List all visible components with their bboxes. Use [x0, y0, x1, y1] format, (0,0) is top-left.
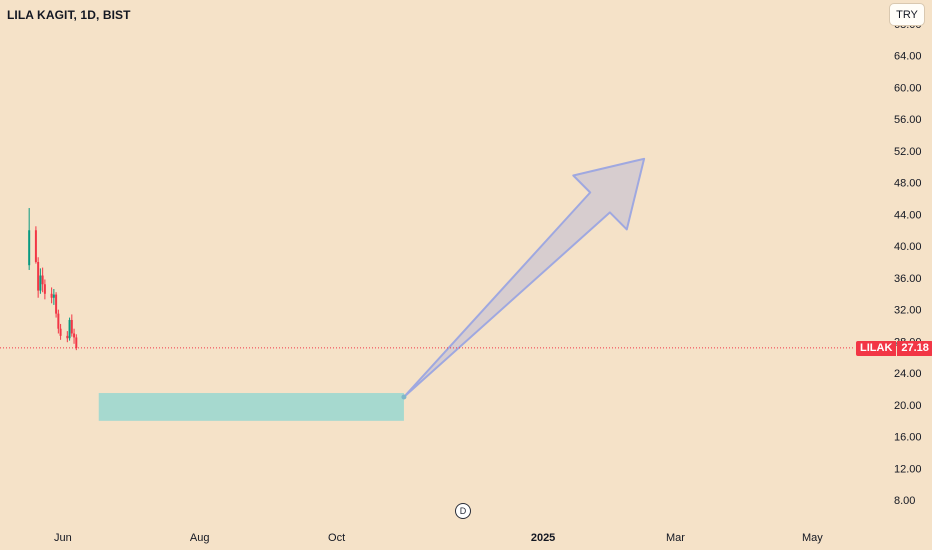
candle: [43, 279, 46, 300]
price-axis-label: 36.00: [894, 273, 922, 285]
price-axis-label: 20.00: [894, 400, 922, 412]
price-axis-label: 24.00: [894, 368, 922, 380]
candle: [50, 287, 53, 304]
candle: [59, 323, 62, 340]
time-axis-label: Jun: [54, 532, 72, 544]
price-axis-label: 56.00: [894, 114, 922, 126]
candle-body: [68, 319, 71, 339]
candle-body: [39, 275, 42, 291]
candle-body: [55, 294, 58, 314]
candle: [55, 292, 58, 318]
price-tag-ticker: LILAK: [856, 341, 897, 356]
candle: [39, 268, 42, 294]
candle: [57, 309, 60, 334]
price-axis: 68.0064.0060.0056.0052.0048.0044.0040.00…: [894, 19, 922, 507]
candle: [28, 208, 31, 270]
candle-body: [43, 284, 46, 294]
price-axis-label: 48.00: [894, 178, 922, 190]
candle: [37, 257, 40, 298]
candles-layer: [28, 208, 78, 351]
candle-body: [28, 230, 31, 266]
candle: [52, 289, 55, 305]
candle-body: [52, 294, 55, 298]
rectangle-drawing[interactable]: [98, 393, 404, 421]
price-axis-label: 64.00: [894, 51, 922, 63]
candle-body: [75, 337, 78, 348]
price-axis-label: 32.00: [894, 305, 922, 317]
candle: [70, 314, 73, 337]
price-axis-label: 52.00: [894, 146, 922, 158]
time-axis-label: Aug: [190, 532, 210, 544]
candle-body: [41, 275, 44, 285]
candle-body: [59, 328, 62, 336]
candle: [66, 331, 69, 343]
price-axis-label: 16.00: [894, 432, 922, 444]
price-tag-value: 27.18: [897, 341, 932, 356]
candle: [73, 328, 76, 344]
currency-button[interactable]: TRY: [889, 3, 925, 26]
time-axis-label: Oct: [328, 532, 345, 544]
candle-body: [37, 262, 40, 291]
time-axis-label: 2025: [531, 532, 555, 544]
arrow-drawing[interactable]: [402, 157, 646, 398]
candle: [68, 317, 71, 341]
price-axis-label: 12.00: [894, 463, 922, 475]
last-price-tag: LILAK 27.18: [856, 341, 932, 356]
price-axis-label: 60.00: [894, 82, 922, 94]
candle: [34, 226, 37, 264]
time-axis: Jun Aug Oct 2025 Mar May: [54, 532, 823, 544]
symbol-title[interactable]: LILA KAGIT, 1D, BIST: [7, 8, 131, 22]
time-axis-label: May: [802, 532, 823, 544]
candle-body: [50, 293, 53, 298]
candle-body: [70, 319, 73, 334]
price-axis-label: 8.00: [894, 495, 915, 507]
candle: [75, 334, 78, 351]
price-axis-label: 44.00: [894, 209, 922, 221]
drawings-layer: [98, 157, 646, 421]
arrow-anchor-point: [401, 394, 407, 400]
candle-body: [57, 313, 60, 329]
candle-body: [34, 230, 37, 263]
dividend-event-badge[interactable]: D: [455, 503, 471, 519]
price-axis-label: 40.00: [894, 241, 922, 253]
candle-body: [66, 335, 69, 339]
candle: [41, 267, 44, 293]
candle-body: [73, 333, 76, 338]
time-axis-label: Mar: [666, 532, 685, 544]
